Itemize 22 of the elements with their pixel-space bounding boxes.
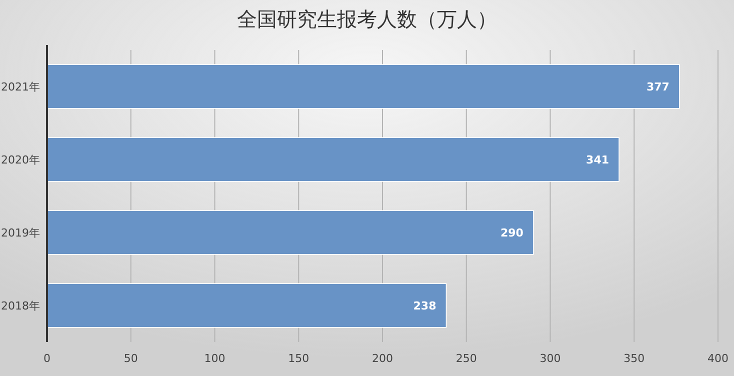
x-tick-label: 100 [204, 352, 226, 365]
data-label: 290 [500, 226, 524, 240]
x-tick-label: 250 [456, 352, 477, 365]
y-tick-label: 2021年 [1, 80, 40, 94]
data-label: 377 [646, 80, 670, 94]
y-tick-label: 2019年 [1, 226, 40, 240]
x-tick-label: 150 [288, 352, 310, 365]
x-tick-label: 50 [124, 352, 138, 365]
x-tick-label: 400 [708, 352, 728, 365]
data-label: 341 [586, 154, 610, 166]
bar [46, 210, 534, 255]
bar [46, 137, 620, 182]
y-tick-label: 2020年 [1, 154, 40, 166]
x-tick-label: 200 [372, 352, 393, 365]
bar [46, 283, 447, 328]
x-tick-label: 350 [624, 352, 645, 365]
x-tick-label: 300 [540, 352, 561, 365]
data-label: 238 [413, 300, 436, 312]
x-tick-label: 0 [44, 352, 50, 365]
chart-title: 全国研究生报考人数（万人） [237, 7, 497, 31]
y-tick-label: 2018年 [1, 300, 40, 312]
bar [46, 64, 680, 109]
